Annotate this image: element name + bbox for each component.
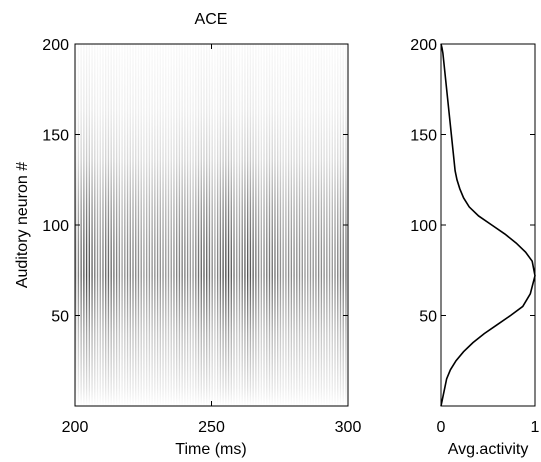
heatmap-shading — [75, 44, 348, 406]
heatmap-x-tick-label: 250 — [198, 419, 225, 436]
heatmap-x-axis-title: Time (ms) — [175, 441, 246, 458]
heatmap-y-tick-label: 100 — [42, 218, 69, 235]
activity-axes-frame — [440, 43, 536, 407]
activity-x-axis-title: Avg.activity — [448, 441, 529, 458]
activity-line — [440, 43, 536, 407]
heatmap-y-tick-label: 50 — [51, 309, 69, 326]
heatmap-title: ACE — [195, 11, 228, 28]
heatmap-panel: 200 250 300 50 100 150 200 ACE Time (ms) Audit… — [14, 11, 361, 458]
activity-y-tick-label: 150 — [410, 128, 437, 145]
activity-y-tick-label: 50 — [419, 309, 437, 326]
heatmap-x-tick-label: 200 — [62, 419, 89, 436]
heatmap-y-axis-title: Auditory neuron # — [14, 162, 31, 288]
heatmap-ticks: 200 250 300 50 100 150 200 — [42, 37, 361, 436]
heatmap-y-tick-label: 200 — [42, 37, 69, 54]
activity-x-tick-label: 0 — [437, 419, 446, 436]
heatmap-x-tick-label: 300 — [335, 419, 362, 436]
activity-y-tick-label: 100 — [410, 218, 437, 235]
activity-x-tick-label: 1 — [531, 419, 540, 436]
activity-y-tick-label: 200 — [410, 37, 437, 54]
heatmap-y-tick-label: 150 — [42, 128, 69, 145]
